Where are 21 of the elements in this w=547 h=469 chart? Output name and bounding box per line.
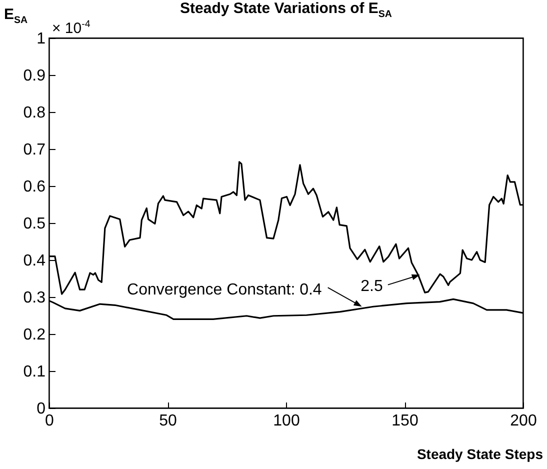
y-tick-label: 0.1 [23,364,46,380]
y-tick-label: 0.5 [23,216,46,232]
x-tick-label: 50 [159,412,177,430]
annotation: 2.5 [360,278,383,295]
y-tick-label: 0.2 [23,326,46,344]
x-axis-title: Steady State Steps [416,446,543,462]
y-tick-label: 1 [36,30,46,48]
y-axis-title: E$_{SA}$ [4,6,28,26]
y-tick-label: 0.3 [23,290,46,306]
y-tick-label: 0.4 [23,252,46,270]
y-tick-label: 0.6 [23,178,46,196]
text: × 10$^{-4}$ [52,19,90,37]
chart-title: Steady State Variations of E$_{SA}$ [179,0,393,20]
x-tick-label: 100 [273,412,300,430]
x-tick-label: 200 [510,412,537,430]
y-tick-label: 0.8 [23,104,46,122]
y-tick-label: 0 [36,400,46,418]
annotation: Convergence Constant: 0.4 [127,282,322,299]
x-tick-label: 150 [392,412,418,430]
y-tick-label: 0.7 [23,142,46,158]
y-tick-label: 0.9 [23,68,46,84]
